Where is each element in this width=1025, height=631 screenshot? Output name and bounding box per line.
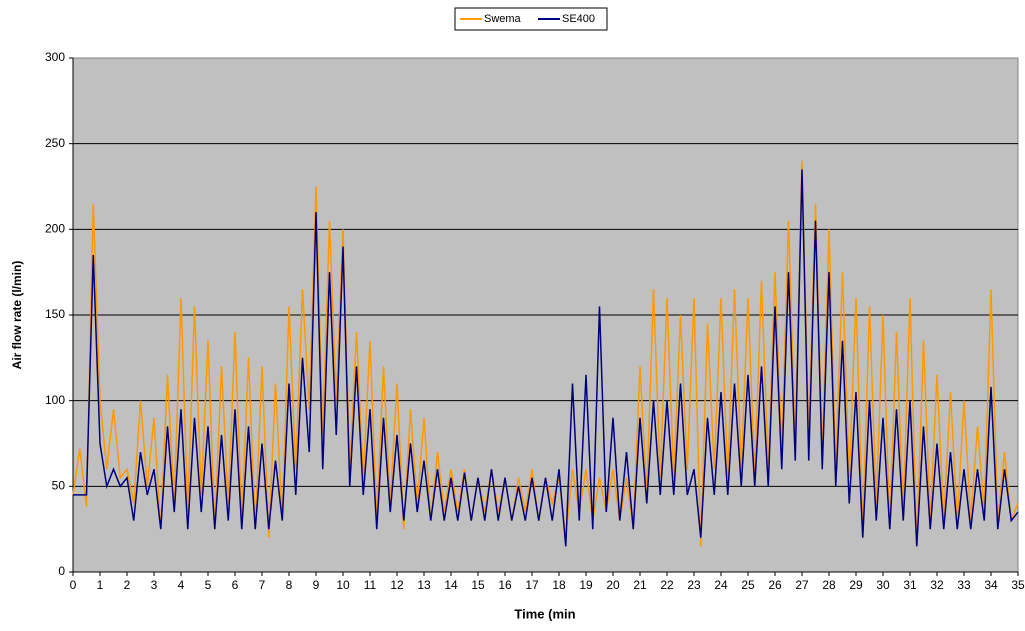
x-tick-label: 22	[660, 578, 674, 592]
x-tick-label: 17	[525, 578, 539, 592]
x-tick-label: 27	[795, 578, 809, 592]
x-tick-label: 33	[957, 578, 971, 592]
legend-label: SE400	[562, 13, 595, 25]
x-tick-label: 15	[471, 578, 485, 592]
x-tick-label: 34	[984, 578, 998, 592]
x-tick-label: 11	[364, 578, 377, 592]
x-tick-label: 2	[124, 578, 131, 592]
x-tick-label: 35	[1011, 578, 1025, 592]
y-tick-label: 50	[52, 479, 66, 493]
x-tick-label: 30	[876, 578, 890, 592]
x-tick-label: 29	[849, 578, 863, 592]
x-tick-label: 14	[444, 578, 458, 592]
x-tick-label: 24	[714, 578, 728, 592]
x-tick-label: 12	[390, 578, 404, 592]
x-tick-label: 21	[633, 578, 647, 592]
y-tick-label: 100	[45, 393, 65, 407]
x-tick-label: 3	[151, 578, 158, 592]
y-tick-label: 150	[45, 307, 65, 321]
x-tick-label: 4	[178, 578, 185, 592]
x-tick-label: 6	[232, 578, 239, 592]
x-tick-label: 23	[687, 578, 701, 592]
x-tick-label: 10	[336, 578, 350, 592]
x-tick-label: 0	[70, 578, 77, 592]
x-tick-label: 19	[579, 578, 593, 592]
y-axis-label: Air flow rate (l/min)	[10, 261, 24, 370]
x-tick-label: 1	[97, 578, 104, 592]
x-tick-label: 5	[205, 578, 212, 592]
x-tick-label: 7	[259, 578, 266, 592]
x-axis-label: Time (min	[514, 606, 575, 621]
x-tick-label: 9	[313, 578, 320, 592]
y-tick-label: 250	[45, 136, 65, 150]
legend-label: Swema	[484, 13, 522, 25]
x-tick-label: 28	[822, 578, 836, 592]
x-tick-label: 26	[768, 578, 782, 592]
x-tick-label: 8	[286, 578, 293, 592]
y-tick-label: 0	[58, 564, 65, 578]
y-tick-label: 200	[45, 222, 65, 236]
x-tick-label: 25	[741, 578, 755, 592]
y-tick-label: 300	[45, 50, 65, 64]
x-tick-label: 13	[417, 578, 431, 592]
x-tick-label: 31	[903, 578, 917, 592]
x-tick-label: 20	[606, 578, 620, 592]
legend-box	[454, 7, 608, 31]
series-line	[73, 169, 1019, 547]
x-tick-label: 18	[552, 578, 566, 592]
x-tick-label: 16	[498, 578, 512, 592]
x-tick-label: 32	[930, 578, 944, 592]
